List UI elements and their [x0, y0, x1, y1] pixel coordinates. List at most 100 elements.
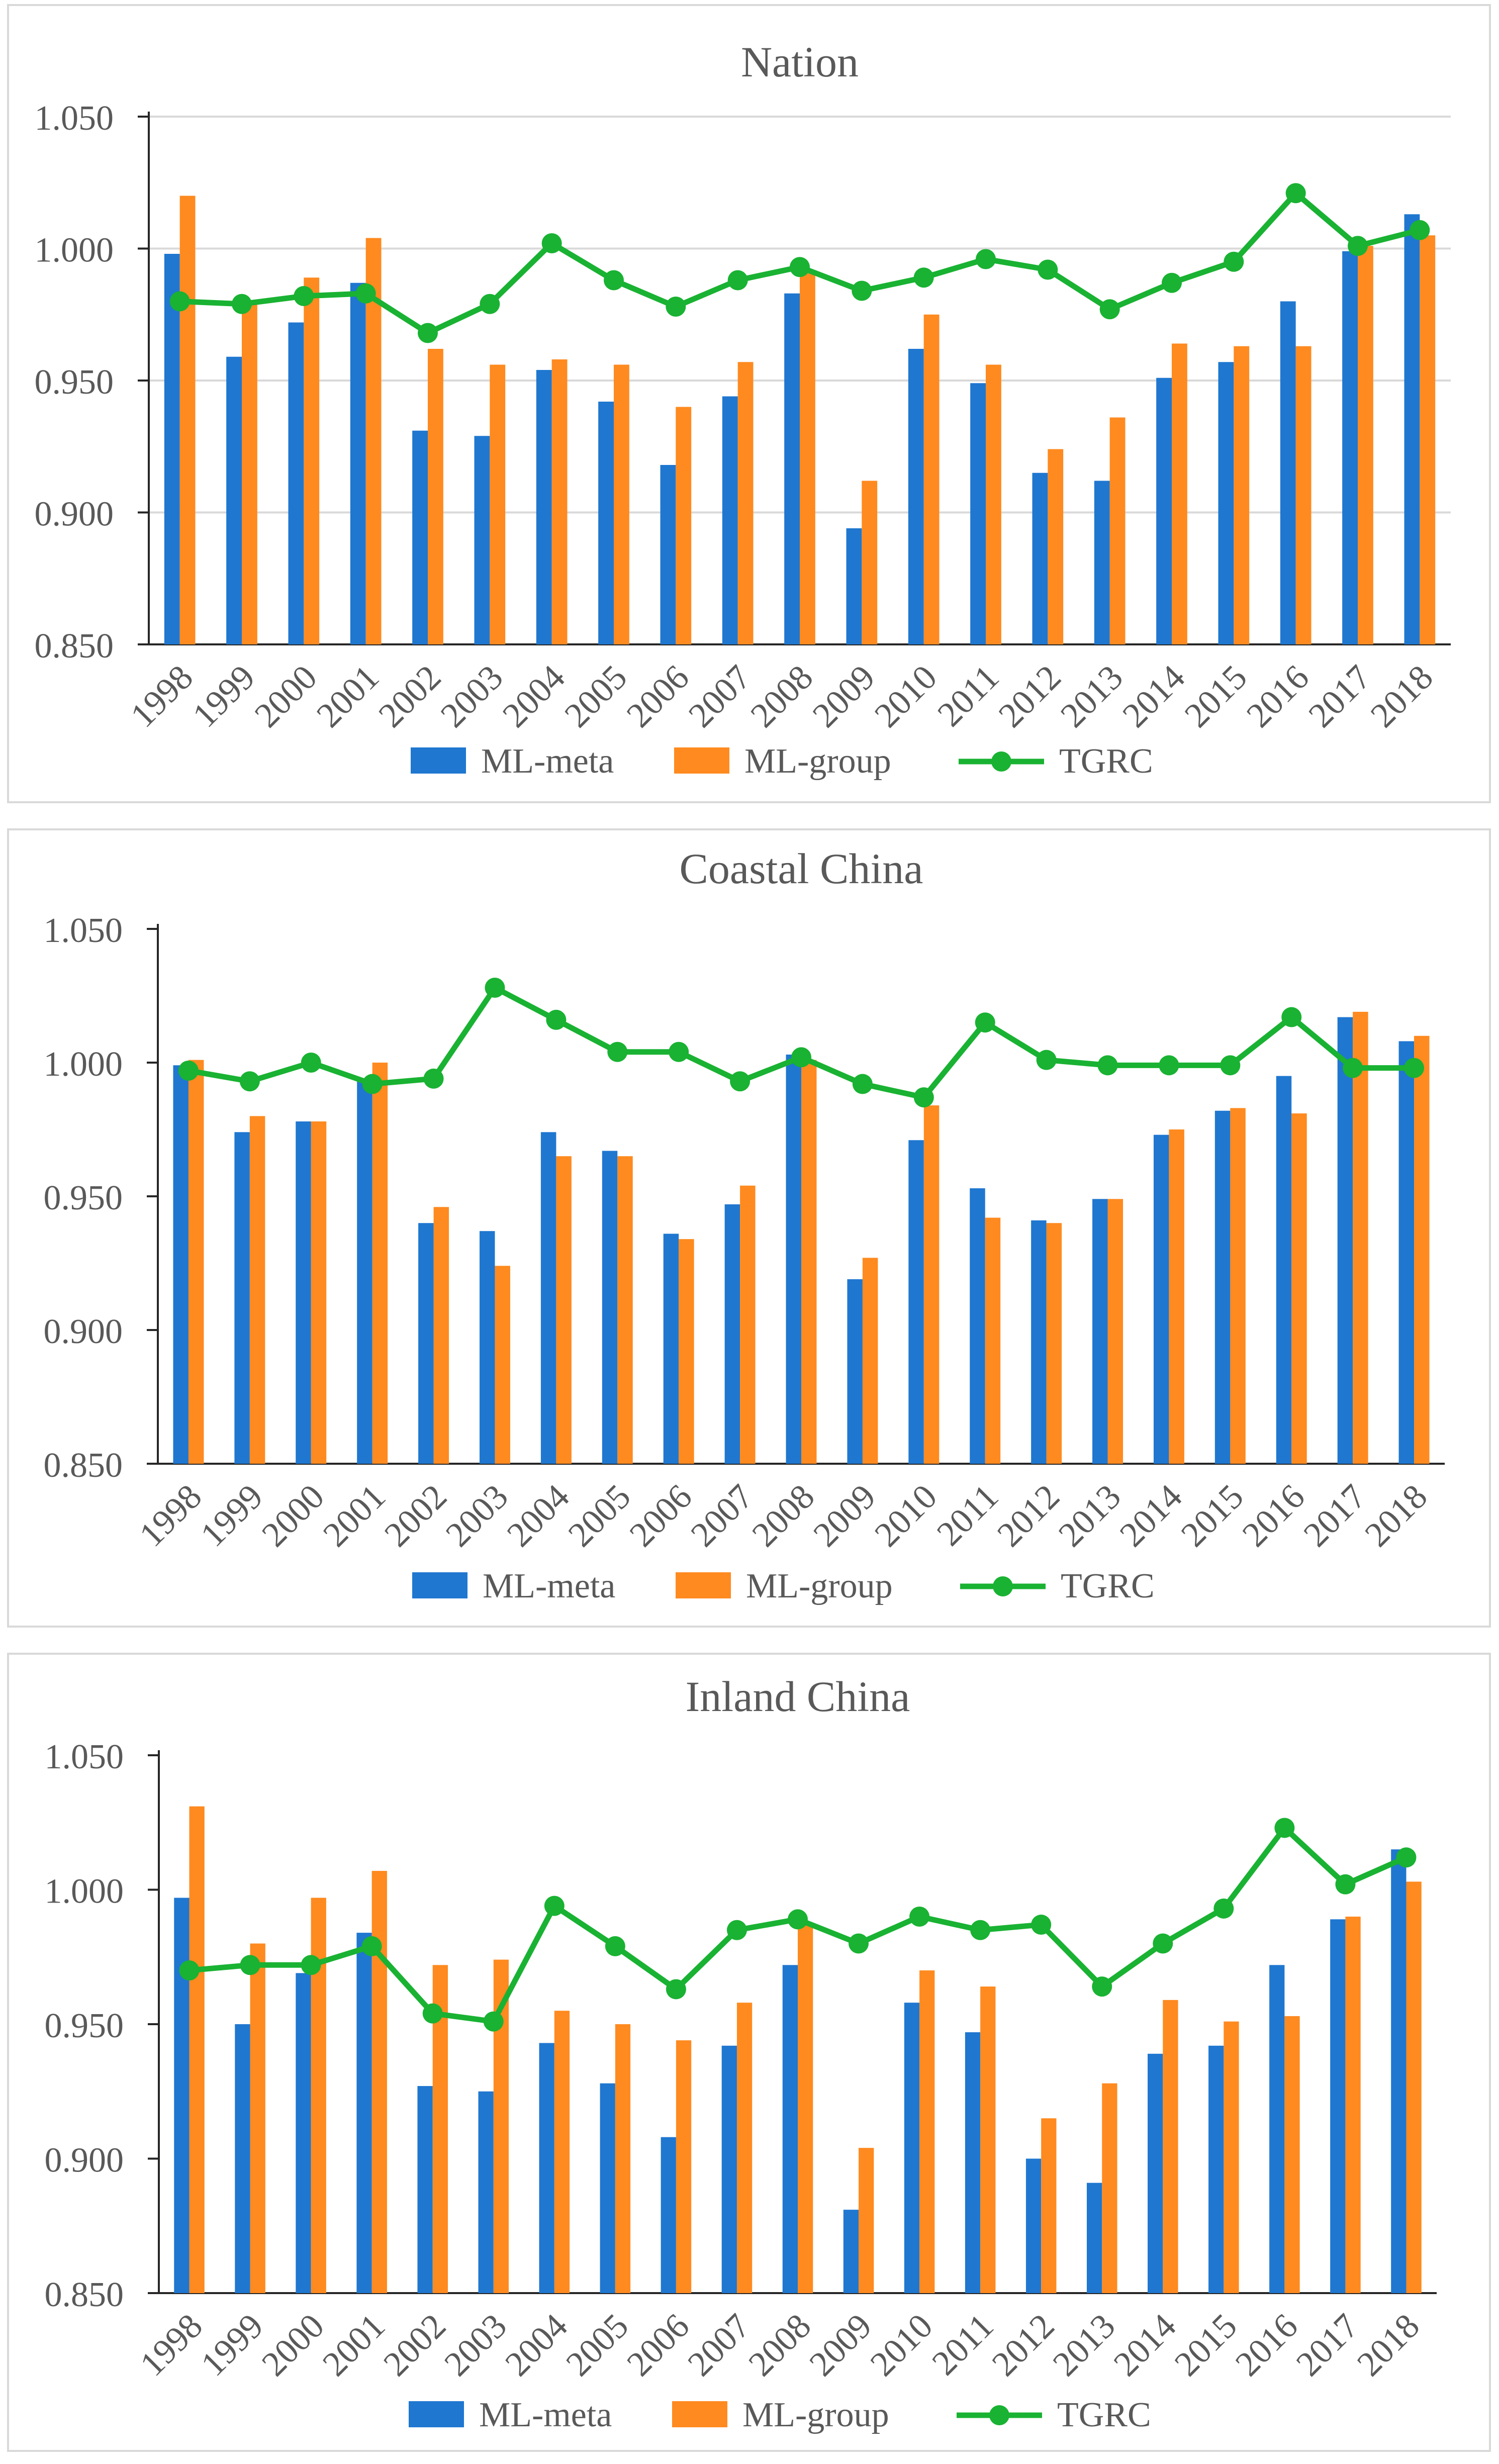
bar-ml-meta-2011	[970, 1188, 985, 1464]
bar-ml-meta-2016	[1280, 301, 1296, 644]
bar-ml-meta-2014	[1148, 2053, 1163, 2293]
bar-ml-group-2010	[923, 1105, 940, 1464]
point-tgrc-2002	[418, 323, 438, 343]
bar-ml-meta-2003	[474, 436, 490, 644]
point-tgrc-2006	[666, 1979, 686, 2000]
bar-ml-meta-1998	[174, 1898, 190, 2293]
point-tgrc-2013	[1099, 299, 1120, 320]
x-tick-label: 2008	[745, 1477, 822, 1554]
legend-swatch	[411, 747, 466, 774]
bar-ml-meta-2006	[660, 465, 676, 644]
x-tick-label: 2017	[1289, 2307, 1366, 2384]
bar-ml-group-2016	[1295, 346, 1311, 644]
point-tgrc-2009	[849, 1933, 869, 1954]
bar-ml-meta-2000	[296, 1121, 311, 1464]
bar-ml-meta-2010	[904, 2003, 920, 2293]
point-tgrc-2008	[788, 1909, 808, 1930]
legend-item-ml-group: ML-group	[672, 2396, 889, 2434]
point-tgrc-2012	[1038, 259, 1058, 280]
x-tick-label: 2013	[1054, 658, 1131, 735]
bar-ml-group-2008	[798, 1925, 813, 2293]
point-tgrc-2005	[604, 270, 624, 291]
y-tick-label: 1.050	[35, 99, 114, 138]
bar-ml-meta-2000	[288, 322, 304, 644]
point-tgrc-2010	[913, 267, 934, 288]
x-tick-label: 2013	[1051, 1477, 1128, 1554]
bar-ml-meta-1999	[234, 1132, 250, 1464]
x-tick-label: 2004	[498, 2307, 575, 2384]
bar-ml-meta-2008	[784, 293, 800, 644]
bar-ml-meta-2017	[1337, 1017, 1353, 1464]
bar-ml-group-2006	[676, 2040, 692, 2293]
point-tgrc-2016	[1274, 1818, 1295, 1838]
x-tick-label: 2016	[1235, 1477, 1312, 1554]
bar-ml-group-2004	[554, 2011, 570, 2293]
x-tick-label: 2016	[1228, 2307, 1305, 2384]
legend-swatch-marker	[991, 751, 1011, 772]
bar-ml-group-2001	[365, 238, 382, 644]
point-tgrc-2013	[1092, 1976, 1112, 1997]
bar-ml-group-2003	[490, 364, 506, 644]
x-tick-label: 2005	[559, 2307, 636, 2384]
x-tick-label: 2001	[316, 2307, 393, 2384]
bar-ml-group-2001	[371, 1871, 387, 2293]
x-tick-label: 2015	[1177, 658, 1254, 735]
y-tick-label: 0.950	[45, 2007, 124, 2045]
point-tgrc-2007	[730, 1071, 751, 1092]
x-tick-label: 2010	[863, 2307, 940, 2384]
legend-label: TGRC	[1057, 2396, 1151, 2434]
bar-ml-meta-2007	[724, 1204, 740, 1464]
bar-ml-group-2012	[1046, 1223, 1062, 1464]
bar-ml-meta-2003	[478, 2091, 494, 2293]
x-tick-label: 2000	[247, 658, 324, 735]
bar-ml-group-2011	[985, 1217, 1001, 1464]
x-tick-label: 2000	[254, 2307, 331, 2384]
point-tgrc-2012	[1031, 1915, 1052, 1935]
point-tgrc-2016	[1285, 183, 1306, 204]
bar-ml-meta-2009	[843, 2210, 859, 2293]
bar-ml-group-2018	[1420, 235, 1436, 644]
bar-ml-group-2006	[676, 407, 692, 644]
bar-ml-group-2006	[679, 1239, 694, 1464]
bar-ml-group-2011	[980, 1986, 996, 2293]
point-tgrc-1998	[169, 291, 190, 312]
bar-ml-group-2017	[1353, 1011, 1368, 1464]
chart-panel-nation: Nation 0.850 0.900 0.950 1.000 1.050 1998 1999 2…	[7, 4, 1491, 803]
y-tick-label: 1.000	[35, 231, 114, 270]
bar-ml-meta-2016	[1269, 1965, 1285, 2293]
point-tgrc-2011	[975, 1012, 995, 1033]
bar-ml-group-1999	[250, 1943, 265, 2293]
bar-ml-group-2017	[1345, 1917, 1361, 2293]
point-tgrc-2017	[1343, 1058, 1363, 1078]
bar-ml-group-2013	[1107, 1199, 1123, 1464]
x-tick-label: 2006	[620, 2307, 697, 2384]
bar-ml-meta-1998	[164, 254, 180, 644]
bar-ml-meta-2007	[722, 396, 738, 644]
x-tick-label: 2010	[868, 658, 945, 735]
point-tgrc-2009	[852, 1074, 873, 1094]
x-tick-label: 2001	[310, 658, 387, 735]
bar-ml-group-2005	[617, 1156, 633, 1464]
x-tick-label: 2015	[1174, 1477, 1251, 1554]
chart-title: Inland China	[686, 1672, 910, 1721]
legend-label: ML-meta	[483, 1567, 615, 1605]
point-tgrc-2011	[976, 249, 996, 269]
x-tick-label: 2014	[1112, 1477, 1189, 1554]
chart-title: Coastal China	[680, 844, 923, 893]
bar-ml-meta-2015	[1208, 2045, 1224, 2293]
legend-item-tgrc: TGRC	[959, 742, 1153, 781]
bar-ml-meta-2003	[480, 1231, 495, 1464]
point-tgrc-2004	[546, 1009, 567, 1030]
bar-ml-meta-2009	[846, 528, 862, 644]
bar-ml-group-2015	[1234, 346, 1250, 644]
bar-ml-group-2004	[551, 359, 568, 644]
bar-ml-meta-2014	[1153, 1134, 1169, 1464]
chart-panel-inland: Inland China 0.850 0.900 0.950 1.000 1.050 199…	[7, 1653, 1491, 2452]
x-tick-label: 2016	[1240, 658, 1317, 735]
x-tick-label: 2012	[985, 2307, 1062, 2384]
bar-ml-meta-2006	[663, 1234, 679, 1464]
bar-ml-group-1999	[249, 1116, 265, 1464]
point-tgrc-1999	[240, 1955, 260, 1975]
bar-ml-meta-2017	[1330, 1919, 1346, 2293]
chart-svg-nation: Nation0.8500.9000.9501.0001.050199819992…	[35, 38, 1451, 781]
